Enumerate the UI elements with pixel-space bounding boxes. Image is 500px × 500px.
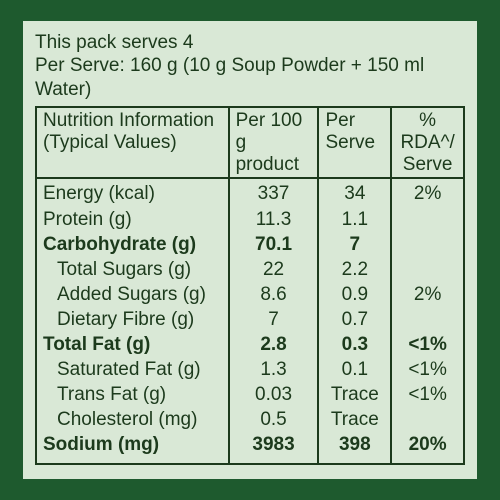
names-column: Energy (kcal)Protein (g)Carbohydrate (g)…	[36, 178, 229, 464]
rda-value	[398, 407, 457, 432]
per100g-value: 11.3	[236, 207, 312, 232]
per-serve-value: 34	[325, 181, 384, 206]
nutrient-name: Added Sugars (g)	[43, 282, 222, 307]
col-header-rda: % RDA^/ Serve	[391, 107, 464, 179]
per100g-value: 3983	[236, 432, 312, 457]
nutrient-name: Protein (g)	[43, 207, 222, 232]
table-header-row: Nutrition Information (Typical Values) P…	[36, 107, 464, 179]
rda-value: 2%	[398, 282, 457, 307]
nutrient-name: Energy (kcal)	[43, 181, 222, 206]
per100g-value: 337	[236, 181, 312, 206]
table-body-row: Energy (kcal)Protein (g)Carbohydrate (g)…	[36, 178, 464, 464]
rda-column: 2% 2% <1%<1%<1% 20%	[391, 178, 464, 464]
per100g-value: 2.8	[236, 332, 312, 357]
per-serve-value: 0.3	[325, 332, 384, 357]
header-line-2: Per Serve: 160 g (10 g Soup Powder + 150…	[35, 54, 465, 102]
per-serve-value: 7	[325, 232, 384, 257]
rda-value: <1%	[398, 332, 457, 357]
nutrient-name: Cholesterol (mg)	[43, 407, 222, 432]
per100g-value: 7	[236, 307, 312, 332]
per100g-value: 1.3	[236, 357, 312, 382]
per-serve-value: 0.7	[325, 307, 384, 332]
per-serve-value: 0.1	[325, 357, 384, 382]
per100g-column: 33711.370.1228.672.81.30.030.53983	[229, 178, 319, 464]
nutrient-name: Total Sugars (g)	[43, 257, 222, 282]
per-serve-value: 2.2	[325, 257, 384, 282]
rda-value	[398, 207, 457, 232]
rda-value: <1%	[398, 357, 457, 382]
nutrient-name: Carbohydrate (g)	[43, 232, 222, 257]
col-header-per100g: Per 100 g product	[229, 107, 319, 179]
rda-value: <1%	[398, 382, 457, 407]
rda-value: 20%	[398, 432, 457, 457]
per-serve-value: 398	[325, 432, 384, 457]
rda-value: 2%	[398, 181, 457, 206]
per100g-value: 70.1	[236, 232, 312, 257]
per-serve-value: 0.9	[325, 282, 384, 307]
per100g-value: 22	[236, 257, 312, 282]
rda-value	[398, 307, 457, 332]
col-header-per-serve: Per Serve	[318, 107, 391, 179]
per100g-value: 0.5	[236, 407, 312, 432]
per100g-value: 0.03	[236, 382, 312, 407]
per-serve-value: 1.1	[325, 207, 384, 232]
col-header-nutrition: Nutrition Information (Typical Values)	[36, 107, 229, 179]
nutrient-name: Sodium (mg)	[43, 432, 222, 457]
per-serve-value: Trace	[325, 407, 384, 432]
per-serve-value: Trace	[325, 382, 384, 407]
nutrition-table: Nutrition Information (Typical Values) P…	[35, 106, 465, 465]
nutrient-name: Total Fat (g)	[43, 332, 222, 357]
per100g-value: 8.6	[236, 282, 312, 307]
rda-value	[398, 257, 457, 282]
nutrient-name: Saturated Fat (g)	[43, 357, 222, 382]
nutrient-name: Dietary Fibre (g)	[43, 307, 222, 332]
rda-value	[398, 232, 457, 257]
header-line-1: This pack serves 4	[35, 31, 465, 55]
per-serve-column: 341.172.20.90.70.30.1TraceTrace398	[318, 178, 391, 464]
nutrition-panel: This pack serves 4 Per Serve: 160 g (10 …	[23, 21, 477, 480]
nutrient-name: Trans Fat (g)	[43, 382, 222, 407]
